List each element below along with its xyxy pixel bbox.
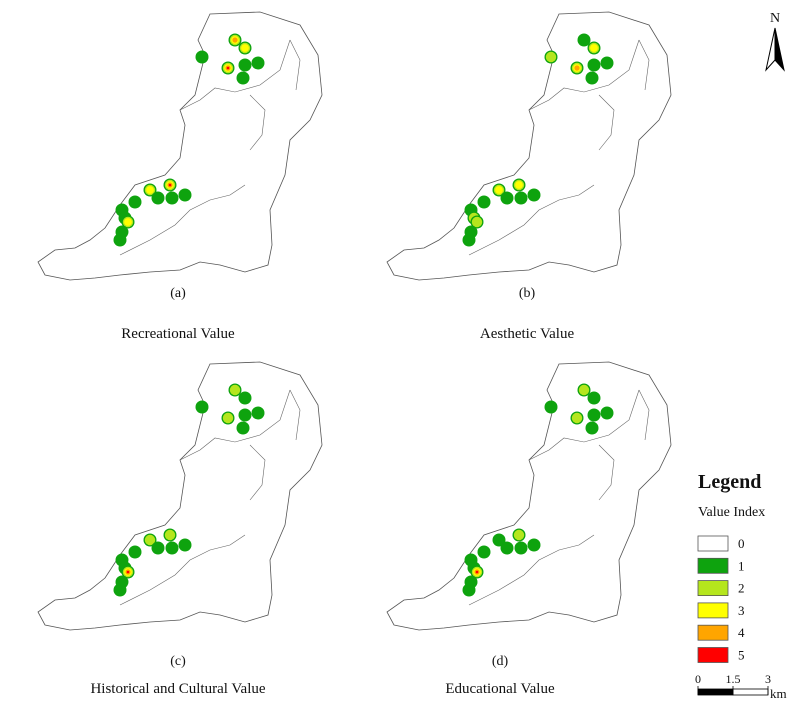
north-label: N bbox=[770, 11, 780, 26]
legend-swatch bbox=[697, 647, 729, 663]
hotspot bbox=[515, 181, 523, 189]
panel bbox=[386, 11, 672, 281]
panel-title: Educational Value bbox=[445, 681, 555, 697]
legend: 0 1 2 3 4 5 bbox=[697, 535, 745, 663]
hotspot bbox=[600, 406, 614, 420]
hotspot bbox=[151, 191, 165, 205]
legend-label: 4 bbox=[738, 625, 745, 640]
panel-title: Recreational Value bbox=[121, 326, 235, 342]
panel bbox=[37, 361, 323, 631]
hotspot bbox=[128, 545, 142, 559]
panel-label: (a) bbox=[170, 286, 186, 301]
scale-tick-label: 0 bbox=[695, 672, 701, 686]
legend-swatch bbox=[697, 602, 729, 619]
panel-title: Historical and Cultural Value bbox=[90, 681, 265, 697]
hotspot bbox=[236, 421, 250, 435]
hotspot bbox=[545, 51, 557, 63]
hotspot bbox=[232, 37, 238, 43]
hotspot bbox=[236, 71, 250, 85]
hotspot bbox=[124, 218, 132, 226]
hotspot bbox=[513, 529, 525, 541]
legend-subtitle: Value Index bbox=[698, 505, 765, 520]
hotspot bbox=[168, 183, 172, 187]
hotspot bbox=[251, 406, 265, 420]
hotspot bbox=[178, 538, 192, 552]
hotspot bbox=[251, 56, 265, 70]
scale-segment bbox=[697, 688, 734, 696]
hotspot bbox=[475, 570, 479, 574]
hotspot bbox=[222, 412, 234, 424]
hotspot bbox=[585, 71, 599, 85]
hotspots bbox=[113, 33, 614, 597]
hotspot bbox=[574, 65, 580, 71]
hotspot bbox=[126, 570, 130, 574]
legend-swatch bbox=[697, 535, 729, 552]
hotspot bbox=[238, 58, 252, 72]
hotspot bbox=[544, 400, 558, 414]
legend-swatch bbox=[697, 624, 729, 641]
scale-unit: km bbox=[770, 686, 787, 701]
hotspot bbox=[578, 384, 590, 396]
hotspot bbox=[164, 529, 176, 541]
panel-label: (c) bbox=[170, 654, 186, 669]
hotspot bbox=[577, 33, 591, 47]
hotspot bbox=[514, 541, 528, 555]
hotspot bbox=[462, 583, 476, 597]
hotspot bbox=[514, 191, 528, 205]
hotspot bbox=[128, 195, 142, 209]
panel-label: (d) bbox=[492, 654, 509, 669]
legend-label: 3 bbox=[738, 603, 745, 618]
hotspot bbox=[151, 541, 165, 555]
hotspot bbox=[500, 191, 514, 205]
panel-label: (b) bbox=[519, 286, 536, 301]
hotspot bbox=[600, 56, 614, 70]
scale-tick-label: 1.5 bbox=[726, 672, 741, 686]
legend-swatch bbox=[697, 580, 729, 596]
legend-title: Legend bbox=[698, 471, 761, 493]
hotspot bbox=[195, 50, 209, 64]
hotspot bbox=[146, 186, 154, 194]
legend-label: 0 bbox=[738, 536, 745, 551]
hotspot bbox=[195, 400, 209, 414]
scale-tick-label: 3 bbox=[765, 672, 771, 686]
panel-title: Aesthetic Value bbox=[480, 326, 575, 342]
hotspot bbox=[492, 533, 506, 547]
north-arrow: N bbox=[765, 11, 785, 72]
hotspot bbox=[113, 583, 127, 597]
hotspot bbox=[462, 233, 476, 247]
hotspot bbox=[590, 44, 598, 52]
hotspot bbox=[178, 188, 192, 202]
hotspot bbox=[229, 384, 241, 396]
scale-bar: 0 1.5 3km bbox=[695, 672, 787, 701]
hotspot bbox=[238, 391, 252, 405]
hotspot bbox=[226, 66, 230, 70]
hotspot bbox=[165, 541, 179, 555]
scale-segment bbox=[732, 688, 769, 696]
hotspot bbox=[587, 58, 601, 72]
legend-label: 1 bbox=[738, 558, 745, 573]
hotspot bbox=[113, 233, 127, 247]
hotspot bbox=[238, 408, 252, 422]
hotspot bbox=[527, 188, 541, 202]
hotspot bbox=[495, 186, 503, 194]
hotspot bbox=[241, 44, 249, 52]
hotspot bbox=[165, 191, 179, 205]
hotspot bbox=[587, 408, 601, 422]
hotspot bbox=[144, 534, 156, 546]
hotspot bbox=[571, 412, 583, 424]
hotspot bbox=[527, 538, 541, 552]
hotspot bbox=[477, 195, 491, 209]
hotspot bbox=[477, 545, 491, 559]
panel bbox=[37, 11, 323, 281]
legend-label: 5 bbox=[738, 648, 745, 663]
panel bbox=[386, 361, 672, 631]
hotspot bbox=[585, 421, 599, 435]
hotspot bbox=[500, 541, 514, 555]
hotspot bbox=[587, 391, 601, 405]
legend-swatch bbox=[697, 557, 729, 574]
legend-label: 2 bbox=[738, 581, 745, 596]
hotspot bbox=[471, 216, 483, 228]
